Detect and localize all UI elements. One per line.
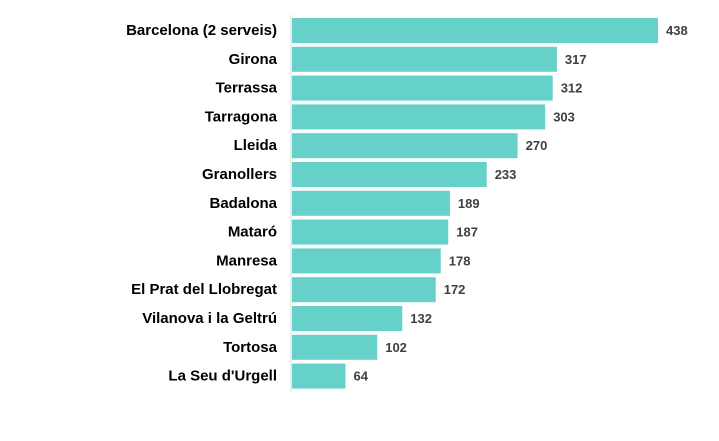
category-label-vilanova-i-la-geltru: Vilanova i la Geltrú (142, 310, 277, 327)
value-label-vilanova-i-la-geltru: 132 (410, 311, 432, 326)
category-label-la-seu-d-urgell: La Seu d'Urgell (168, 368, 277, 385)
bar-girona (292, 46, 557, 72)
value-label-lleida: 270 (526, 138, 548, 153)
value-label-la-seu-d-urgell: 64 (353, 369, 368, 384)
bar-lleida (292, 133, 518, 159)
category-label-tortosa: Tortosa (223, 339, 278, 356)
value-label-barcelona-2-serveis: 438 (666, 23, 688, 38)
value-label-tarragona: 303 (553, 109, 575, 124)
bar-mataro (292, 219, 449, 245)
bar-la-seu-d-urgell (292, 363, 346, 389)
bar-manresa (292, 248, 441, 274)
value-label-el-prat-del-llobregat: 172 (444, 282, 466, 297)
value-label-terrassa: 312 (561, 81, 583, 96)
value-label-tortosa: 102 (385, 340, 407, 355)
category-label-granollers: Granollers (202, 166, 277, 183)
category-label-el-prat-del-llobregat: El Prat del Llobregat (131, 281, 277, 298)
category-label-lleida: Lleida (234, 137, 278, 154)
bar-terrassa (292, 75, 553, 101)
category-label-badalona: Badalona (209, 195, 277, 212)
category-labels-group: Barcelona (2 serveis) Girona Terrassa Tarra… (126, 22, 278, 385)
category-label-barcelona-2-serveis: Barcelona (2 serveis) (126, 22, 277, 39)
bar-tortosa (292, 334, 378, 360)
value-label-manresa: 178 (449, 253, 471, 268)
bar-badalona (292, 190, 450, 216)
category-label-tarragona: Tarragona (205, 108, 278, 125)
value-label-girona: 317 (565, 52, 587, 67)
category-label-mataro: Mataró (228, 224, 277, 241)
value-label-badalona: 189 (458, 196, 480, 211)
category-label-terrassa: Terrassa (216, 80, 278, 97)
category-label-manresa: Manresa (216, 252, 278, 269)
bar-tarragona (292, 104, 546, 130)
value-label-granollers: 233 (495, 167, 517, 182)
value-label-mataro: 187 (456, 225, 478, 240)
bar-vilanova-i-la-geltru (292, 306, 403, 331)
bars-group (292, 18, 658, 389)
bar-barcelona-2-serveis (292, 18, 658, 43)
category-label-girona: Girona (229, 51, 278, 68)
bar-granollers (292, 162, 487, 187)
bar-el-prat-del-llobregat (292, 277, 436, 303)
